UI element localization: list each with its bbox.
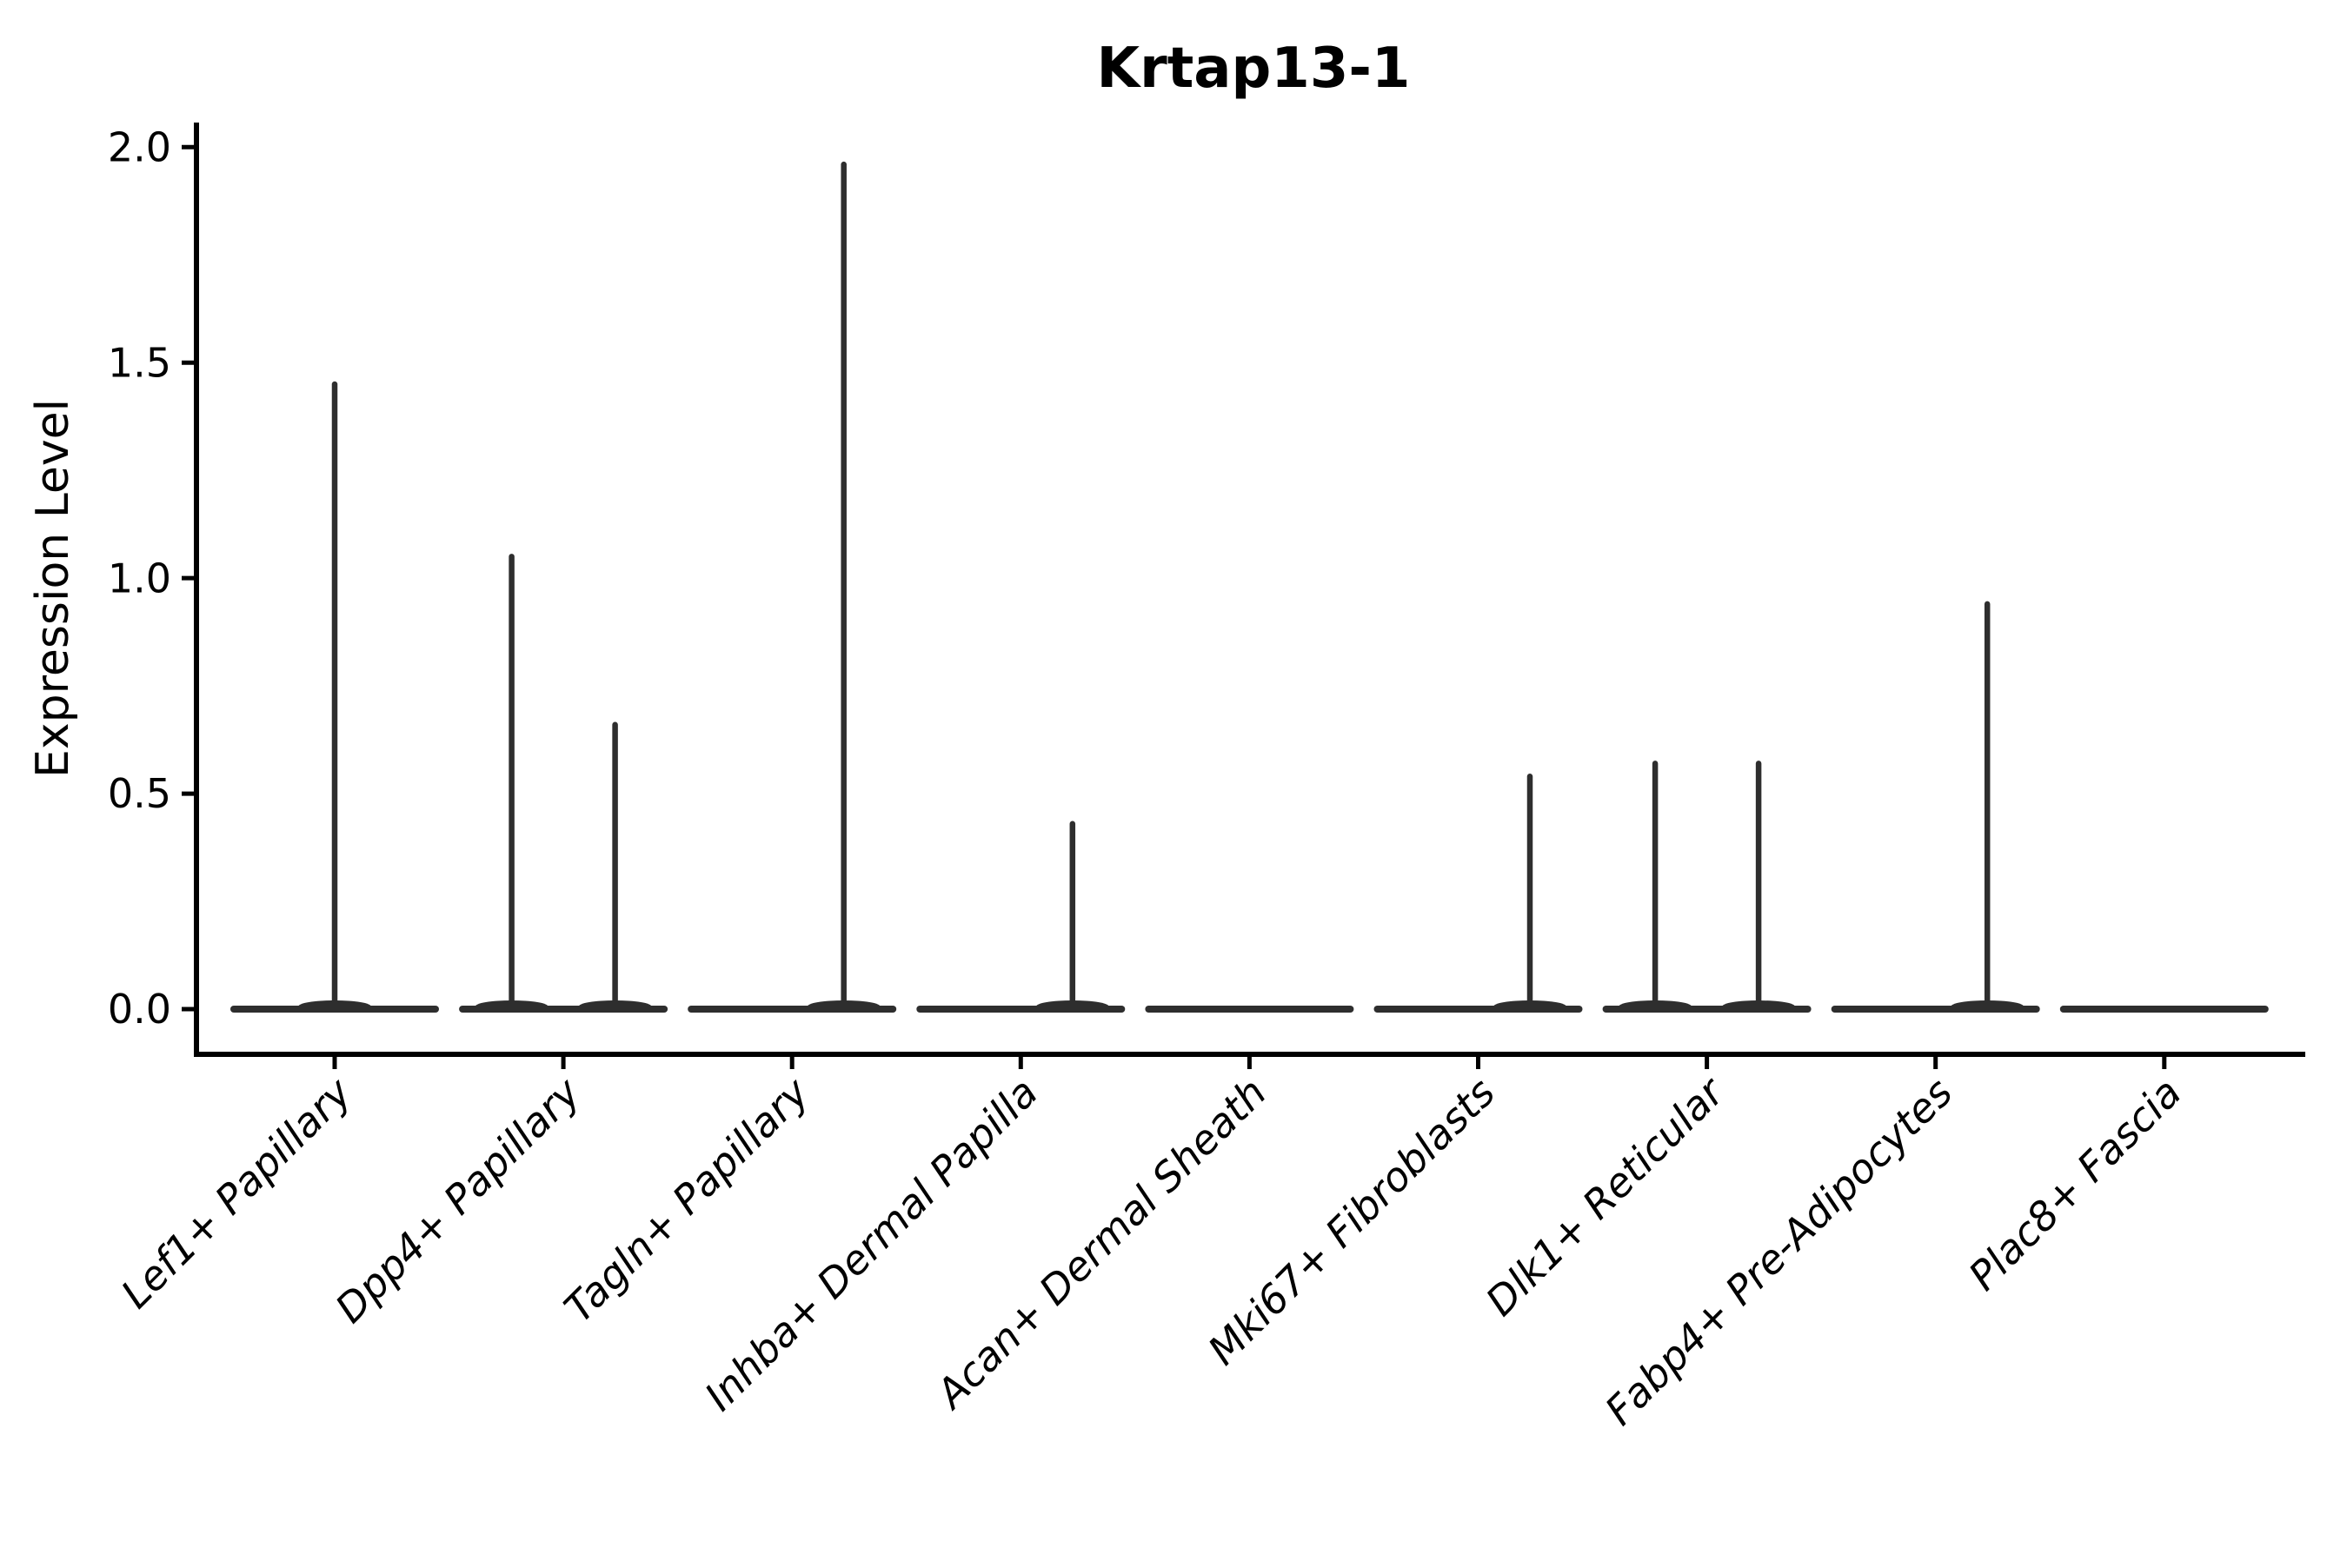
x-tick-label: Tagln+ Papillary (555, 1068, 819, 1332)
y-tick-label: 1.5 (108, 339, 171, 386)
x-tick-label: Plac8+ Fascia (1959, 1069, 2190, 1299)
violin (1602, 761, 1812, 1013)
violin-body (1602, 1006, 1812, 1013)
y-tick-label: 0.0 (108, 986, 171, 1033)
violin-body (1145, 1006, 1354, 1013)
violin-body (1831, 1006, 2040, 1013)
violin-body (459, 1006, 668, 1013)
violin-body (916, 1006, 1126, 1013)
violin-body (688, 1006, 897, 1013)
violin (230, 381, 439, 1013)
violin (2059, 1006, 2269, 1013)
violin (1373, 773, 1583, 1013)
x-tick-label: Lef1+ Papillary (112, 1068, 361, 1317)
violin (1145, 1006, 1354, 1013)
y-tick-label: 0.5 (108, 770, 171, 817)
y-tick-label: 2.0 (108, 123, 171, 170)
y-axis-label: Expression Level (27, 399, 79, 778)
violin (688, 161, 897, 1013)
violin (916, 821, 1126, 1013)
violin-series-layer (230, 161, 2269, 1013)
violin-body (2059, 1006, 2269, 1013)
x-tick-label: Dpp4+ Papillary (326, 1068, 589, 1332)
violin-body (1373, 1006, 1583, 1013)
x-tick-label: Dlk1+ Reticular (1477, 1066, 1735, 1325)
violin (1831, 601, 2040, 1013)
y-tick-label: 1.0 (108, 555, 171, 601)
violin (459, 554, 668, 1013)
page-title: Krtap13-1 (1097, 37, 1411, 101)
